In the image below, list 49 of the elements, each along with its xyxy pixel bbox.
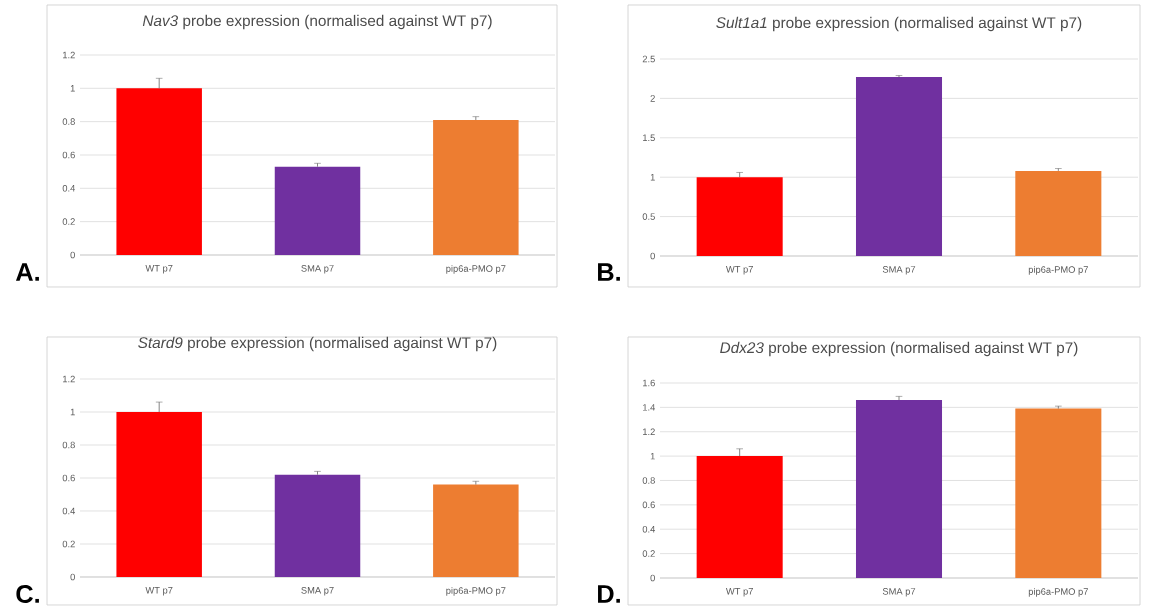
x-tick-label: WT p7: [145, 265, 173, 274]
chart-title: Nav3 probe expression (normalised against WT p7): [142, 14, 492, 30]
x-tick-label: WT p7: [725, 588, 753, 597]
text: B.: [598, 263, 620, 281]
y-tick-label: 0.2: [62, 540, 75, 548]
y-tick-label: 1: [650, 452, 655, 460]
x-tick-label: SMA p7: [301, 265, 334, 274]
x-tick-label: SMA p7: [301, 587, 334, 596]
y-tick-label: 0.4: [62, 185, 76, 192]
y-tick-label: 1: [650, 173, 655, 181]
y-tick-label: 1.2: [63, 375, 75, 383]
y-tick-label: 0.2: [62, 218, 75, 225]
x-tick-label: SMA p7: [882, 588, 916, 597]
y-tick-label: 0: [650, 574, 655, 582]
text: D.: [598, 585, 620, 603]
y-tick-label: 0: [650, 252, 655, 260]
y-tick-label: 1: [70, 408, 75, 416]
x-tick-label: pip6a-PMO p7: [446, 265, 506, 274]
x-tick-label: SMA p7: [882, 266, 916, 275]
y-tick-label: 0.4: [642, 525, 656, 533]
y-tick-label: 1.5: [643, 134, 655, 142]
x-tick-label: pip6a-PMO p7: [446, 587, 506, 596]
y-tick-label: 1.2: [63, 51, 75, 59]
y-tick-label: 0.5: [642, 213, 655, 220]
x-tick-label: WT p7: [145, 587, 173, 596]
text: C.: [16, 585, 39, 603]
y-tick-label: 0.4: [62, 507, 76, 515]
y-tick-label: 0.6: [62, 151, 75, 159]
y-tick-label: 0: [70, 251, 75, 259]
x-tick-label: pip6a-PMO p7: [1028, 266, 1088, 275]
y-tick-label: 0.8: [62, 441, 75, 449]
text: A.: [15, 263, 39, 281]
y-tick-label: 0.8: [62, 118, 75, 125]
x-tick-label: pip6a-PMO p7: [1028, 588, 1088, 597]
chart-title: Stard9 probe expression (normalised against WT p7): [138, 336, 497, 352]
x-tick-label: WT p7: [725, 266, 753, 275]
y-tick-label: 0.2: [642, 550, 655, 557]
y-tick-label: 1.6: [643, 379, 655, 387]
y-tick-label: 2.5: [642, 55, 655, 63]
y-tick-label: 0.6: [62, 474, 75, 482]
y-tick-label: 1.2: [643, 428, 655, 435]
y-tick-label: 2: [650, 95, 655, 102]
y-tick-label: 0.8: [642, 477, 655, 484]
chart-title: Ddx23 probe expression (normalised against WT p7): [720, 341, 1078, 357]
y-tick-label: 1: [70, 85, 75, 92]
y-tick-label: 1.4: [643, 404, 656, 411]
y-tick-label: 0.6: [642, 501, 655, 509]
y-tick-label: 0: [70, 573, 75, 581]
chart-title: Sult1a1 probe expression (normalised against WT p7): [716, 16, 1082, 32]
